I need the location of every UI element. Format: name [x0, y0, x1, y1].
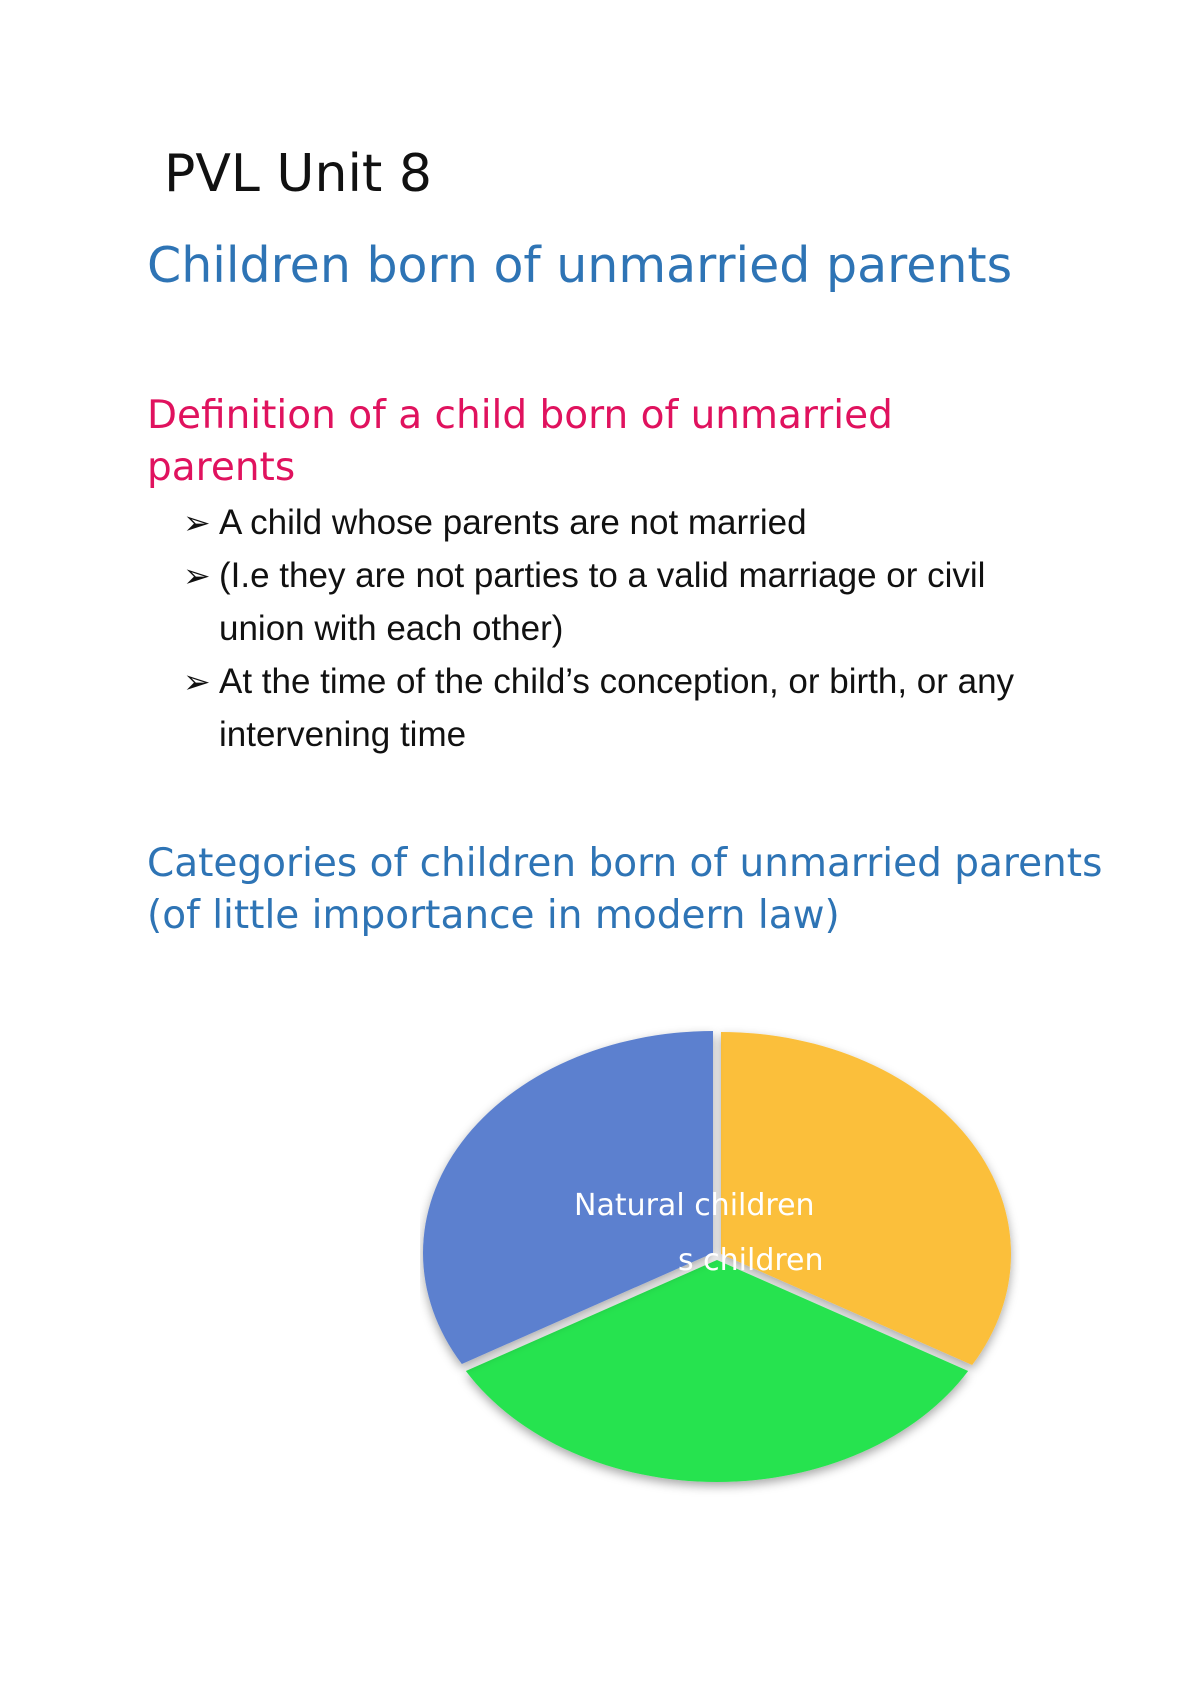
arrowhead-bullet-icon: ➢ — [183, 663, 211, 700]
bullet-item: ➢ (I.e they are not parties to a valid m… — [183, 549, 1063, 655]
bullet-text: At the time of the child’s conception, o… — [219, 662, 1015, 754]
bullet-item: ➢ At the time of the child’s conception,… — [183, 655, 1063, 761]
pie-slice — [465, 1260, 969, 1482]
pie-slice — [423, 1031, 713, 1364]
section-heading: Children born of unmarried parents — [147, 237, 1013, 294]
bullet-text: A child whose parents are not married — [219, 503, 807, 542]
pie-slices — [423, 1031, 1011, 1482]
pie-labels: s children Natural children — [574, 1188, 824, 1278]
document-title: PVL Unit 8 — [164, 144, 432, 204]
categories-pie-chart: s children Natural children — [420, 1025, 1020, 1505]
categories-heading: Categories of children born of unmarried… — [147, 841, 1103, 938]
pie-chart-svg: s children Natural children — [423, 1031, 1011, 1482]
arrowhead-bullet-icon: ➢ — [183, 557, 211, 594]
definition-bullet-list: ➢ A child whose parents are not married … — [183, 496, 1063, 761]
arrowhead-bullet-icon: ➢ — [183, 504, 211, 541]
bullet-text: (I.e they are not parties to a valid mar… — [219, 556, 986, 648]
pie-slice — [721, 1032, 1011, 1365]
pie-slice-label: Natural children — [574, 1188, 815, 1223]
bullet-item: ➢ A child whose parents are not married — [183, 496, 1063, 549]
definition-heading: Definition of a child born of unmarried … — [147, 393, 893, 490]
pie-slice-label-fragment: s children — [678, 1243, 824, 1278]
